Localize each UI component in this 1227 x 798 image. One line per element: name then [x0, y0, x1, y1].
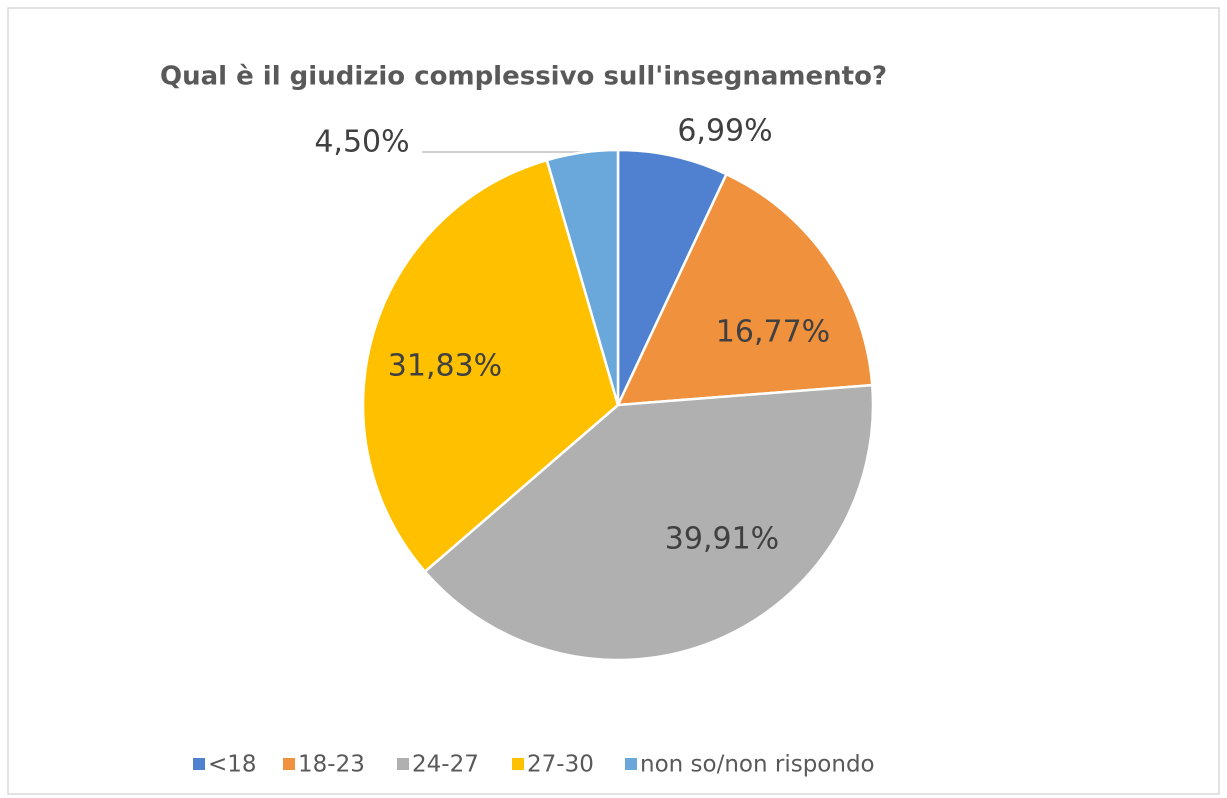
- legend-label: non so/non rispondo: [640, 752, 875, 778]
- legend-swatch: [512, 758, 524, 770]
- data-label: 4,50%: [314, 125, 409, 160]
- pie-slice: [545, 148, 620, 406]
- legend-label: 18-23: [298, 752, 365, 778]
- data-label: 39,91%: [665, 522, 779, 557]
- pie-slice: [616, 148, 729, 406]
- legend-label: <18: [208, 752, 257, 778]
- legend-label: 24-27: [412, 752, 479, 778]
- pie-slice: [615, 172, 874, 407]
- pie-slice: [361, 158, 620, 574]
- legend-label: 27-30: [527, 752, 594, 778]
- legend-swatch: [625, 758, 637, 770]
- data-label: 16,77%: [716, 315, 830, 350]
- legend-swatch: [193, 758, 205, 770]
- chart-title: Qual è il giudizio complessivo sull'inse…: [160, 62, 887, 92]
- legend-swatch: [283, 758, 295, 770]
- legend-swatch: [397, 758, 409, 770]
- pie-slice: [423, 383, 875, 662]
- data-label: 6,99%: [677, 114, 772, 149]
- data-label: 31,83%: [388, 349, 502, 384]
